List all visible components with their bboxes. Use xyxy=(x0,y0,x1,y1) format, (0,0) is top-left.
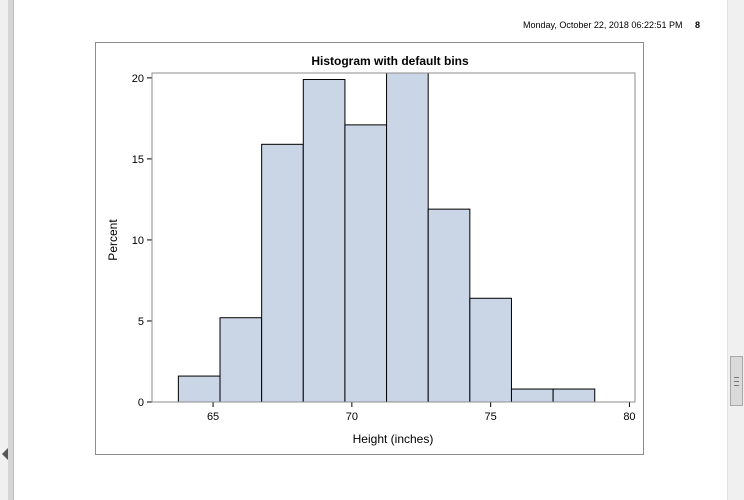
histogram-bar-1 xyxy=(177,375,221,403)
y-tick-label: 5 xyxy=(138,316,144,328)
x-axis-ticks: 65 70 75 80 xyxy=(207,402,636,423)
y-tick-label: 15 xyxy=(132,154,144,166)
y-axis-label: Percent xyxy=(106,219,120,261)
histogram-bar-2 xyxy=(219,317,263,403)
plot-frame xyxy=(151,72,636,403)
vertical-scrollbar[interactable] xyxy=(727,0,744,500)
y-tick-label: 10 xyxy=(132,235,144,247)
histogram-bar-5 xyxy=(344,124,388,403)
x-tick-label: 65 xyxy=(207,411,219,423)
y-axis-ticks: 0 5 10 15 20 xyxy=(132,73,152,409)
y-tick-label: 20 xyxy=(132,73,144,85)
y-tick-label: 0 xyxy=(138,397,144,409)
histogram-bar-4 xyxy=(302,78,346,403)
grip-icon xyxy=(734,376,739,386)
page-number: 8 xyxy=(694,20,700,30)
histogram-bar-10 xyxy=(552,388,596,403)
histogram-bar-9 xyxy=(510,388,554,403)
page-header: Monday, October 22, 2018 06:22:51 PM 8 xyxy=(523,20,700,30)
collapse-arrow-icon[interactable] xyxy=(2,448,8,460)
chart-title: Histogram with default bins xyxy=(311,54,469,68)
left-panel-gutter xyxy=(0,0,14,500)
histogram-bar-3 xyxy=(261,143,304,403)
histogram-chart: Histogram with default bins 0 5 10 15 20 65 7… xyxy=(106,54,636,446)
histogram-bar-7 xyxy=(427,208,471,403)
x-axis-label: Height (inches) xyxy=(353,432,434,446)
scrollbar-thumb[interactable] xyxy=(730,356,743,406)
histogram-bar-6 xyxy=(386,72,429,403)
histogram-bar-8 xyxy=(469,297,512,403)
x-tick-label: 75 xyxy=(485,411,497,423)
x-tick-label: 80 xyxy=(623,411,635,423)
splitter-handle[interactable] xyxy=(8,0,13,500)
x-tick-label: 70 xyxy=(346,411,358,423)
bars-group xyxy=(177,72,596,403)
histogram-figure: Histogram with default bins 0 5 10 15 20 65 7… xyxy=(95,42,644,455)
report-timestamp: Monday, October 22, 2018 06:22:51 PM xyxy=(523,20,683,30)
